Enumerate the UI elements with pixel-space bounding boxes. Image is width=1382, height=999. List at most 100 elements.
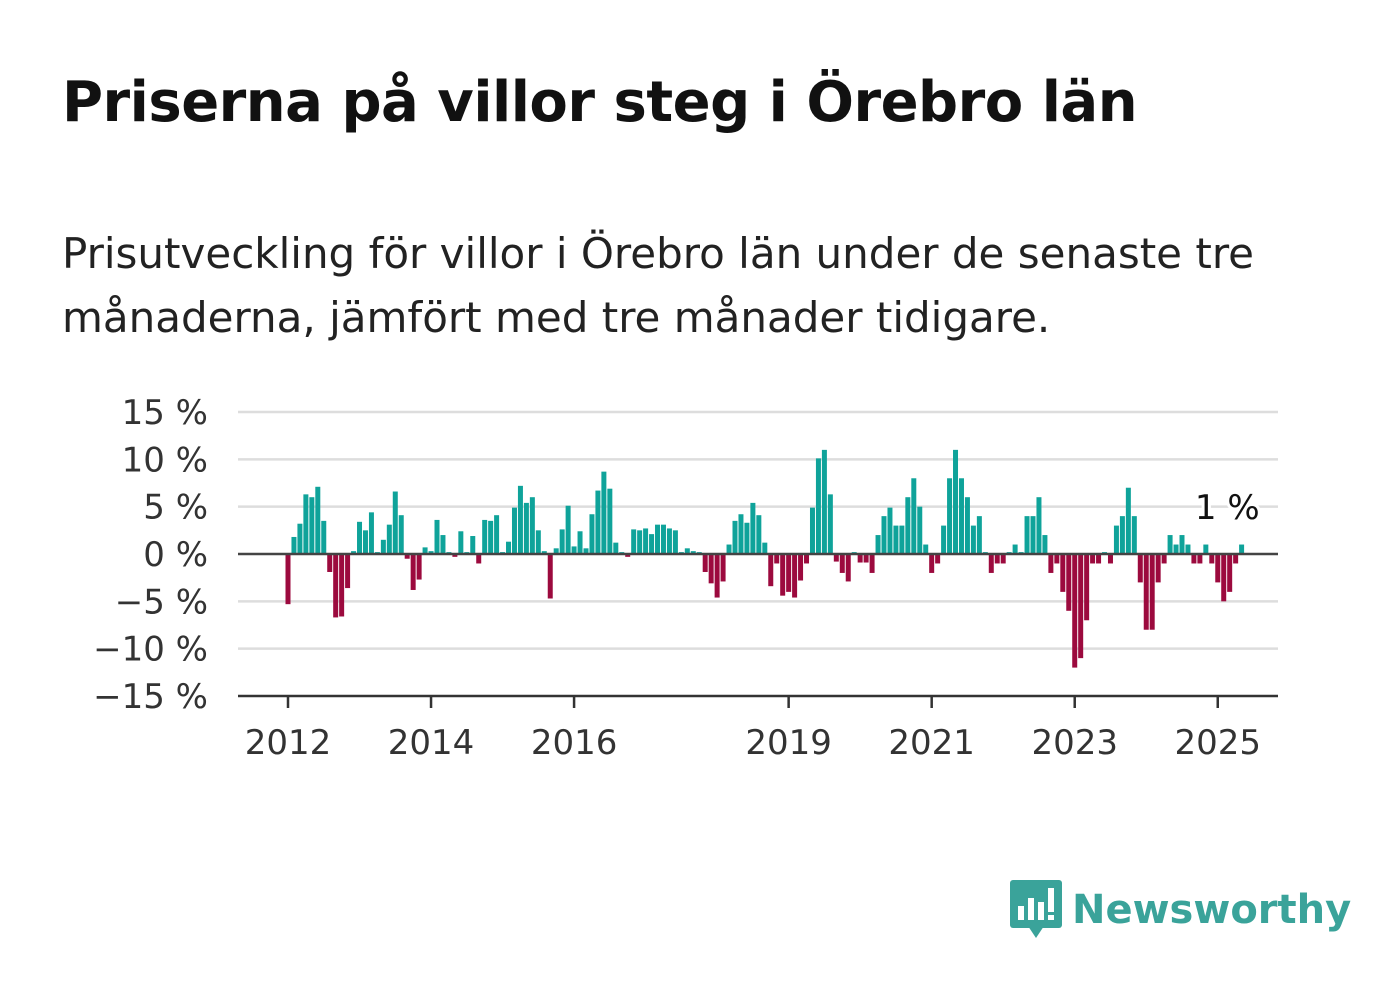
bar [1125,487,1131,554]
bar [786,554,792,592]
bar-latest [1239,544,1245,554]
bar [1072,554,1078,668]
bar [1048,554,1054,573]
bar [511,507,517,554]
bar [547,554,553,599]
bar [1030,516,1036,554]
bar [899,525,905,554]
bar [386,524,392,554]
bar [541,551,547,554]
bar [1173,544,1179,554]
bar [285,554,291,605]
bar [1012,544,1018,554]
bar [1042,535,1048,554]
bar [994,554,1000,564]
bar [1233,554,1239,564]
bar [684,548,690,554]
bar [1161,554,1167,564]
bar [309,497,315,554]
newsworthy-logo: Newsworthy [1010,878,1351,942]
bar [535,530,541,554]
bar [333,554,339,618]
bar [893,525,899,554]
bar [559,529,565,554]
bar [839,554,845,573]
bar [452,554,458,557]
bar [1078,554,1084,659]
bar [947,478,953,554]
bar [488,520,494,554]
bar [470,536,476,554]
bar [1036,497,1042,554]
bar [887,507,893,554]
bar [1084,554,1090,621]
bar [809,507,815,554]
x-tick-label: 2023 [1031,723,1118,763]
bar [506,541,512,554]
bar [1131,516,1137,554]
bar [726,544,732,554]
bar [923,544,929,554]
bar [303,494,309,554]
bar [1107,554,1113,564]
bar [1060,554,1066,592]
bar [321,520,327,554]
bar [875,535,881,554]
y-tick-label: 15 % [122,393,208,433]
bar [476,554,482,564]
bar [970,525,976,554]
bar [1179,535,1185,554]
bar [631,529,637,554]
bar [1203,544,1209,554]
bar [1137,554,1143,583]
bar [404,554,410,559]
bar [845,554,851,582]
bar [1215,554,1221,583]
x-tick-label: 2016 [531,723,618,763]
bar [410,554,416,590]
bar [440,535,446,554]
bar [345,554,351,589]
bar [607,488,613,554]
bar [362,530,368,554]
x-tick-label: 2012 [245,723,332,763]
bar [1149,554,1155,630]
bar [577,531,583,554]
bar [1167,535,1173,554]
bar [458,531,464,554]
bar [672,530,678,554]
bar [953,449,959,554]
bar [339,554,345,617]
bar [649,534,655,554]
chart-title: Priserna på villor steg i Örebro län [62,70,1138,135]
bar [1143,554,1149,630]
x-axis-labels: 2012 2014 2016 2019 2021 2023 2025 [245,696,1261,763]
bar [869,554,875,573]
x-tick-label: 2014 [388,723,475,763]
bar [368,512,374,554]
bar [523,502,529,554]
bar [1090,554,1096,564]
bar [660,524,666,554]
bar [291,536,297,554]
bar [780,554,786,596]
annotation-group: 1 % [1192,485,1263,531]
bar [690,551,696,554]
bar [935,554,941,564]
bars [285,449,1245,668]
bar [1066,554,1072,611]
bar [702,554,708,572]
grid-lines [238,410,1278,650]
y-tick-label: −10 % [93,630,208,670]
bar [595,490,601,554]
bar [762,542,768,554]
bar-chart: 15 %10 %5 %0 %−5 %−10 %−15 % 2012 2014 201… [93,393,1278,763]
bar [792,554,798,598]
bar [958,478,964,554]
bar [714,554,720,598]
bar [666,528,672,554]
bar [583,548,589,554]
chart-subtitle: Prisutveckling för villor i Örebro län u… [62,229,1255,342]
bar [774,554,780,564]
bar [917,506,923,554]
